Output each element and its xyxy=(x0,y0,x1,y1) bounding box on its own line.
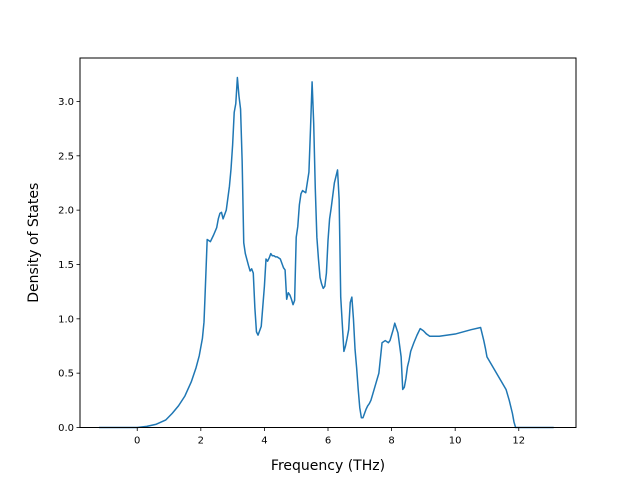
y-tick-label: 0.0 xyxy=(58,423,74,434)
x-tick-label: 6 xyxy=(325,436,331,447)
x-axis-title: Frequency (THz) xyxy=(271,458,385,474)
x-tick-label: 0 xyxy=(134,436,140,447)
y-tick-label: 0.5 xyxy=(58,369,74,380)
plot-area xyxy=(99,76,554,429)
y-tick-label: 1.5 xyxy=(58,260,74,271)
plot-frame xyxy=(79,57,577,428)
x-axis-ticks: 0 2 4 6 8 10 12 xyxy=(134,427,525,447)
y-tick-label: 3.0 xyxy=(58,97,74,108)
x-tick-label: 4 xyxy=(261,436,267,447)
dos-series-line-0 xyxy=(99,76,554,429)
x-tick-label: 8 xyxy=(388,436,394,447)
y-tick-label: 2.0 xyxy=(58,206,74,217)
y-tick-label: 1.0 xyxy=(58,314,74,325)
y-axis-title: Density of States xyxy=(26,183,42,303)
y-axis-ticks: 0.0 0.5 1.0 1.5 2.0 2.5 3.0 xyxy=(58,97,80,434)
x-tick-label: 10 xyxy=(449,436,462,447)
x-tick-label: 2 xyxy=(198,436,204,447)
y-tick-label: 2.5 xyxy=(58,151,74,162)
x-tick-label: 12 xyxy=(512,436,525,447)
